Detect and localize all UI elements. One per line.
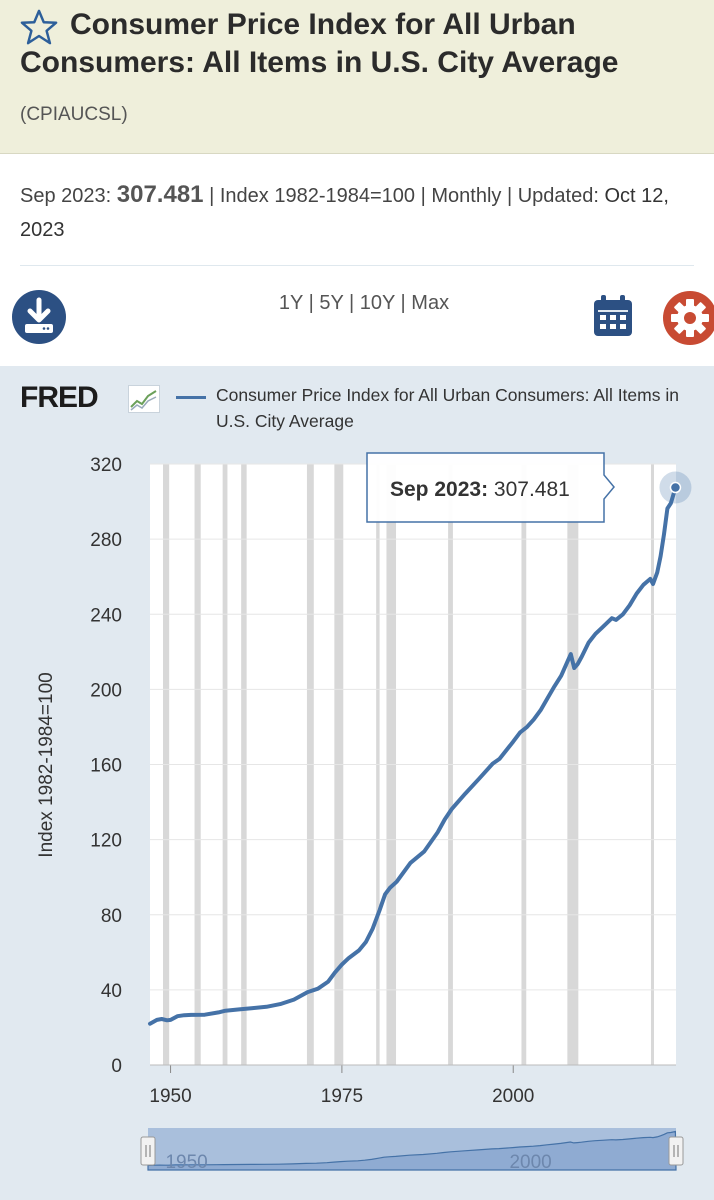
range-5y[interactable]: 5Y [319,292,344,314]
updated-date: Oct 12, 2023 [20,185,669,241]
y-tick-label-40: 40 [101,981,122,1002]
tooltip-date: Sep 2023: [390,478,494,501]
tooltip-box [366,452,615,523]
range-10y[interactable]: 10Y [359,292,395,314]
gear-icon[interactable] [662,290,714,346]
legend-series-label: Consumer Price Index for All Urban Consu… [216,385,679,431]
y-tick-label-280: 280 [90,530,122,551]
tooltip-text: Sep 2023: 307.481 [390,478,570,501]
y-tick-label-240: 240 [90,605,122,626]
range-max[interactable]: Max [411,292,450,314]
download-icon[interactable] [11,289,67,345]
latest-value: 307.481 [116,181,204,208]
series-line-cpiaucsl [148,485,678,1026]
legend-line-swatch [176,396,206,399]
navigator-right-handle[interactable] [668,1136,684,1166]
navigator-label-1950: 1950 [165,1152,207,1173]
date-range-selector: 1Y | 5Y | 10Y | Max [278,292,450,314]
y-tick-label-80: 80 [101,906,122,927]
hover-point[interactable] [669,481,682,494]
fred-logo[interactable]: FRED [20,381,99,414]
frequency: Monthly [431,185,502,207]
x-tick-label-1975: 1975 [321,1086,363,1107]
navigator-label-2000: 2000 [509,1152,551,1173]
fred-logo-graph-icon [128,385,160,413]
x-tick-label-2000: 2000 [492,1086,534,1107]
y-tick-label-0: 0 [111,1056,122,1077]
y-tick-label-320: 320 [90,455,122,476]
series-header: Consumer Price Index for All Urban Consu… [0,0,714,154]
tooltip: Sep 2023: 307.481 [366,452,615,523]
x-tick-label-1950: 1950 [149,1086,191,1107]
y-tick-label-200: 200 [90,680,122,701]
latest-date: Sep 2023: [20,185,112,207]
line-chart: 0 40 80 120 160 200 240 280 320 1950 1975 2000 Sep… [36,452,692,1173]
navigator-series [147,1130,677,1171]
updated-label: Updated: [517,185,599,207]
star-icon[interactable] [20,8,58,46]
units: Index 1982-1984=100 [219,185,416,207]
series-id: (CPIAUCSL) [20,104,128,125]
range-navigator[interactable]: 1950 2000 [140,1128,684,1173]
y-tick-label-120: 120 [90,831,122,852]
series-title: Consumer Price Index for All Urban Consu… [20,8,619,79]
tooltip-value: 307.481 [494,478,570,501]
divider [20,265,694,266]
range-1y[interactable]: 1Y [278,292,304,314]
series-summary: Sep 2023: 307.481 | Index 1982-1984=100 … [20,181,669,241]
y-tick-label-160: 160 [90,756,122,777]
y-axis-label: Index 1982-1984=100 [36,672,57,857]
navigator-left-handle[interactable] [140,1136,156,1166]
calendar-icon[interactable] [592,294,634,338]
